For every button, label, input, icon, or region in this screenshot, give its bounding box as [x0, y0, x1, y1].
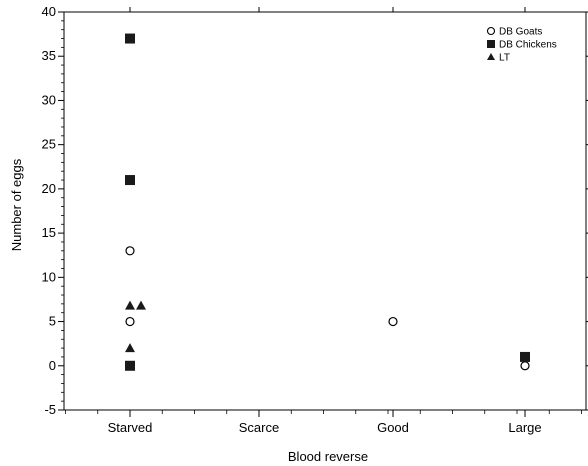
data-points	[125, 33, 530, 371]
y-tick-label: 40	[42, 4, 56, 19]
legend-marker	[487, 40, 495, 48]
y-tick-label: -5	[44, 402, 56, 417]
y-tick-label: 10	[42, 269, 56, 284]
legend-label: DB Chickens	[499, 40, 557, 51]
y-axis-label: Number of eggs	[9, 158, 24, 251]
legend-label: LT	[499, 53, 510, 64]
data-point	[125, 316, 135, 327]
data-point	[125, 246, 135, 256]
plot-frame	[63, 11, 587, 411]
data-point	[125, 360, 135, 371]
y-tick-label: 30	[42, 92, 56, 107]
y-tick-label: 15	[42, 225, 56, 240]
legend-label: DB Goats	[499, 27, 542, 38]
legend-marker	[486, 26, 496, 36]
plot-border	[63, 11, 587, 411]
data-point	[520, 361, 530, 371]
x-tick-label: Large	[508, 420, 541, 435]
axis-ticks: -5 0 5 10 15 20 25 30 35 40 Starved Scarce Good Large	[42, 4, 588, 435]
x-tick-label: Good	[377, 420, 409, 435]
x-axis-label: Blood reverse	[288, 449, 368, 464]
data-point	[520, 351, 530, 362]
data-point	[125, 33, 135, 44]
legend-marker	[487, 53, 495, 60]
legend: DB Goats DB Chickens LT	[486, 26, 557, 64]
data-point	[125, 175, 135, 186]
data-point	[125, 300, 135, 310]
y-tick-label: 20	[42, 181, 56, 196]
x-tick-label: Starved	[108, 420, 153, 435]
y-tick-label: 35	[42, 48, 56, 63]
x-tick-label: Scarce	[239, 420, 279, 435]
y-tick-label: 25	[42, 137, 56, 152]
data-point	[388, 316, 398, 327]
y-tick-label: 0	[49, 358, 56, 373]
data-point	[125, 343, 135, 353]
data-point	[136, 300, 146, 310]
y-tick-label: 5	[49, 314, 56, 329]
